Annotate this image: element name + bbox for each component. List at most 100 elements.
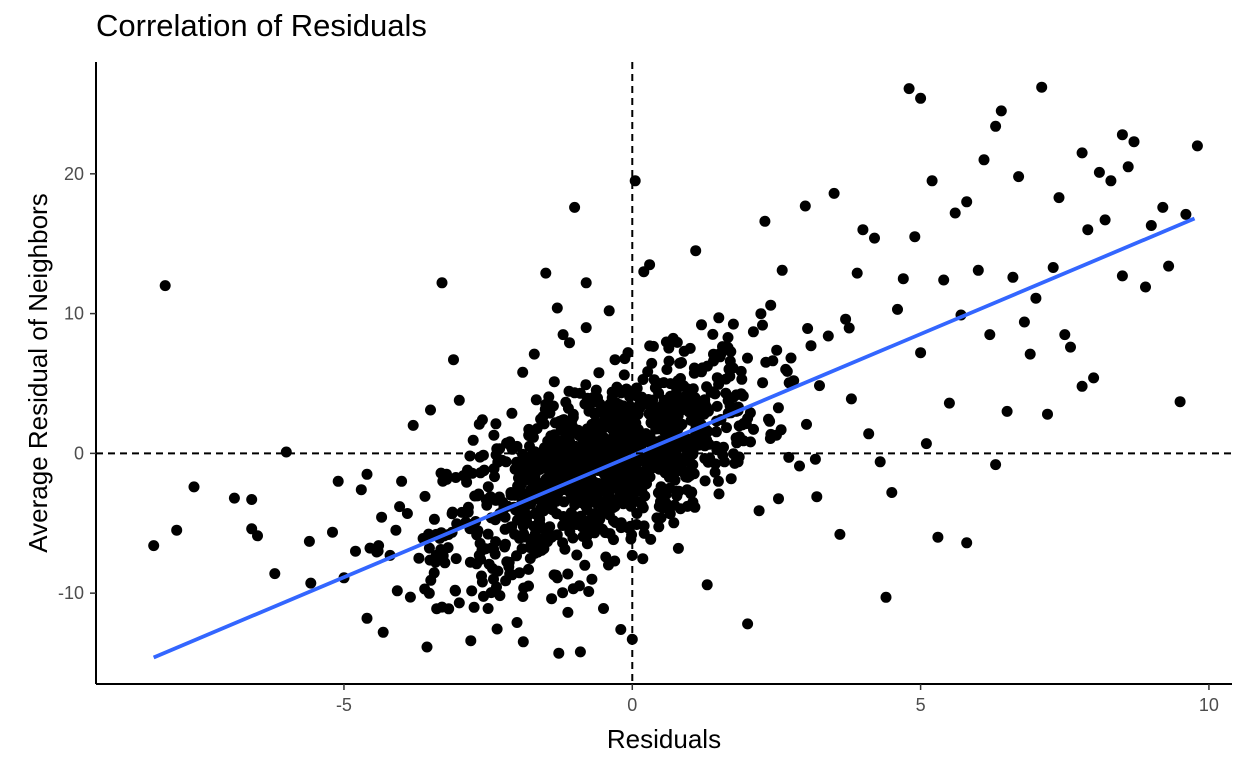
scatter-point [851, 267, 863, 279]
scatter-point [624, 400, 636, 412]
scatter-point [717, 341, 728, 353]
scatter-point [447, 506, 458, 518]
scatter-point [580, 322, 592, 334]
points-layer [148, 81, 1203, 659]
scatter-point [748, 423, 759, 435]
scatter-point [723, 363, 735, 375]
scatter-point [822, 330, 834, 342]
scatter-point [327, 526, 338, 538]
scatter-point [546, 531, 558, 543]
x-tick-label: 0 [627, 695, 637, 715]
scatter-point [305, 577, 317, 589]
scatter-point [722, 395, 734, 407]
scatter-point [828, 187, 840, 199]
scatter-point [615, 624, 627, 635]
scatter-point [708, 355, 719, 367]
scatter-point [1076, 147, 1088, 159]
scatter-point [637, 374, 649, 385]
x-axis-title: Residuals [607, 724, 721, 754]
scatter-point [880, 591, 892, 603]
scatter-point [529, 547, 541, 559]
scatter-point [644, 259, 656, 271]
scatter-point [1036, 81, 1048, 93]
scatter-point [735, 365, 747, 377]
scatter-point [419, 583, 431, 595]
scatter-point [430, 549, 442, 561]
scatter-point [517, 591, 529, 602]
scatter-point [647, 340, 659, 352]
scatter-point [869, 232, 880, 244]
scatter-point [525, 460, 537, 472]
scatter-point [781, 365, 793, 377]
scatter-point [425, 574, 437, 586]
scatter-point [516, 459, 528, 471]
scatter-point [990, 120, 1002, 132]
scatter-point [478, 590, 489, 602]
scatter-point [920, 438, 932, 450]
scatter-point [567, 532, 579, 544]
scatter-point [621, 429, 633, 441]
scatter-point [391, 585, 403, 597]
scatter-point [609, 555, 621, 567]
scatter-point [652, 487, 664, 499]
scatter-point [605, 401, 617, 413]
scatter-point [696, 366, 707, 378]
scatter-point [678, 345, 690, 357]
scatter-point [517, 636, 529, 648]
scatter-point [540, 398, 552, 410]
scatter-point [611, 472, 623, 484]
scatter-point [845, 393, 857, 405]
scatter-point [559, 543, 571, 555]
scatter-point [593, 367, 605, 379]
scatter-point [1030, 292, 1042, 304]
scatter-point [569, 201, 581, 213]
scatter-point [938, 274, 950, 286]
scatter-point [578, 429, 590, 441]
scatter-point [551, 302, 563, 314]
scatter-point [684, 470, 696, 482]
scatter-point [419, 490, 431, 502]
scatter-point [897, 273, 909, 285]
scatter-point [1180, 208, 1192, 220]
scatter-point [590, 384, 602, 396]
scatter-point [303, 535, 315, 547]
scatter-point [396, 475, 408, 487]
scatter-point [609, 501, 621, 512]
scatter-point [649, 382, 661, 394]
scatter-point [685, 398, 697, 410]
scatter-point [377, 626, 389, 638]
scatter-point [574, 387, 586, 399]
scatter-point [600, 436, 612, 448]
scatter-point [727, 318, 739, 330]
scatter-point [571, 549, 583, 561]
scatter-point [765, 299, 777, 311]
scatter-point [1082, 224, 1094, 236]
scatter-point [653, 521, 665, 533]
scatter-point [468, 601, 480, 613]
scatter-point [671, 336, 683, 348]
scatter-point [1076, 380, 1088, 392]
scatter-point [669, 474, 681, 486]
scatter-point [672, 542, 684, 554]
scatter-point [464, 450, 476, 462]
scatter-point [544, 501, 556, 513]
scatter-point [638, 436, 650, 448]
scatter-point [557, 587, 569, 599]
scatter-point [428, 513, 440, 525]
scatter-point [376, 511, 388, 523]
scatter-point [548, 430, 560, 442]
scatter-point [530, 394, 542, 406]
scatter-point [676, 357, 687, 368]
scatter-point [439, 557, 451, 569]
scatter-point [361, 468, 373, 480]
scatter-point [659, 426, 671, 438]
scatter-point [886, 487, 898, 498]
scatter-point [500, 575, 512, 587]
scatter-point [436, 601, 448, 613]
scatter-point [814, 380, 825, 392]
scatter-point [949, 207, 961, 219]
scatter-point [659, 415, 671, 426]
scatter-point [188, 481, 200, 493]
scatter-point [1042, 408, 1053, 420]
scatter-point [528, 348, 540, 360]
